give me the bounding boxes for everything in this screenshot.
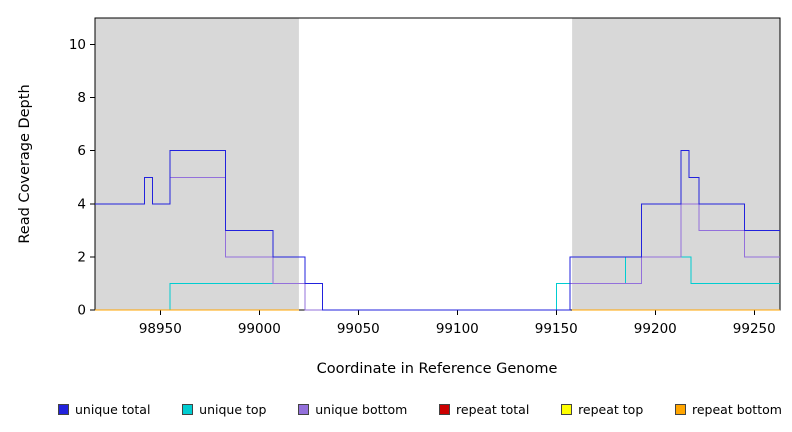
y-axis-title: Read Coverage Depth xyxy=(17,84,33,244)
legend: unique total unique top unique bottom repea… xyxy=(58,399,782,419)
legend-swatch-icon xyxy=(58,403,69,415)
legend-item-unique-bottom: unique bottom xyxy=(298,402,407,417)
x-tick-label: 98950 xyxy=(139,321,182,337)
shaded-region xyxy=(572,18,780,310)
y-tick-label: 2 xyxy=(77,249,86,265)
x-tick-label: 99050 xyxy=(337,321,380,337)
x-axis-title: Coordinate in Reference Genome xyxy=(316,361,558,377)
legend-item-unique-total: unique total xyxy=(58,402,150,417)
legend-item-repeat-top: repeat top xyxy=(561,402,643,417)
series-unique-top xyxy=(95,256,780,311)
legend-label: repeat total xyxy=(456,401,530,417)
x-tick-label: 99200 xyxy=(634,321,677,337)
legend-swatch-icon xyxy=(182,403,194,415)
x-tick-label: 99150 xyxy=(535,321,578,337)
legend-label: unique bottom xyxy=(315,401,408,417)
legend-label: repeat top xyxy=(578,401,644,417)
shaded-region xyxy=(95,18,299,310)
legend-item-unique-top: unique top xyxy=(182,402,266,417)
y-tick-label: 8 xyxy=(77,90,86,106)
legend-swatch-icon xyxy=(561,403,573,415)
x-tick-label: 99100 xyxy=(436,321,479,337)
legend-item-repeat-bottom: repeat bottom xyxy=(675,402,782,417)
legend-swatch-icon xyxy=(298,403,310,415)
legend-swatch-icon xyxy=(675,403,686,415)
series-unique-total xyxy=(95,150,780,311)
legend-label: unique total xyxy=(75,401,151,417)
legend-swatch-icon xyxy=(439,403,451,415)
y-tick-label: 0 xyxy=(77,303,86,319)
x-tick-label: 99250 xyxy=(733,321,776,337)
y-tick-label: 6 xyxy=(77,143,86,159)
legend-item-repeat-total: repeat total xyxy=(439,402,529,417)
y-tick-label: 4 xyxy=(77,196,86,212)
legend-label: repeat bottom xyxy=(692,401,782,417)
y-tick-label: 10 xyxy=(69,37,86,53)
legend-label: unique top xyxy=(199,401,267,417)
x-tick-label: 99000 xyxy=(238,321,281,337)
